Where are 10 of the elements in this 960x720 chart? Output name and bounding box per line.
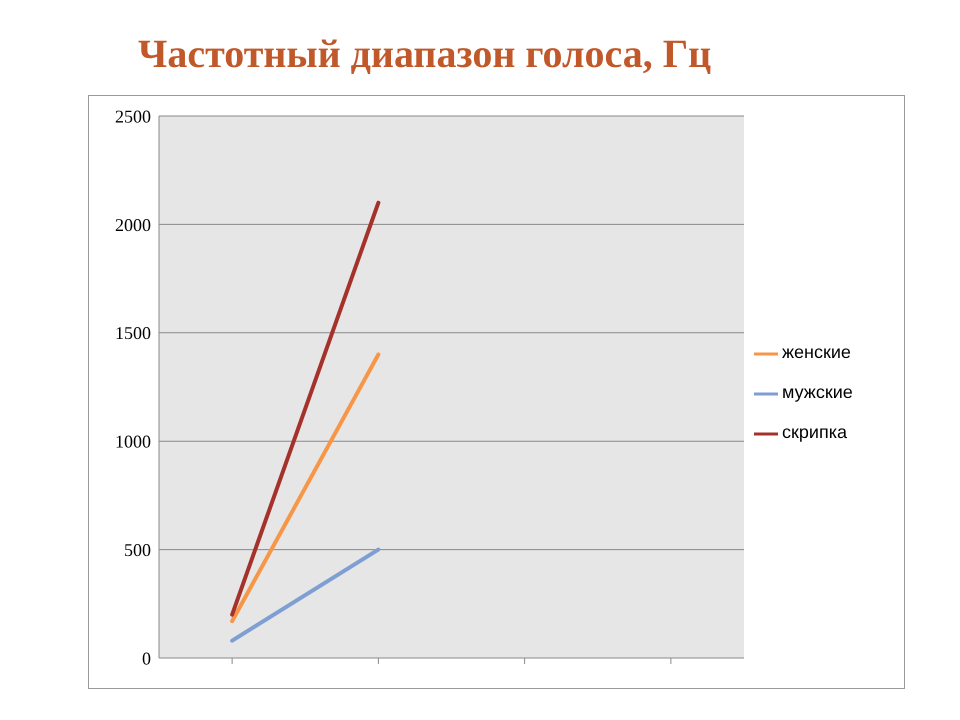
legend-label: мужские bbox=[782, 382, 853, 402]
chart-title: Частотный диапазон голоса, Гц bbox=[138, 30, 712, 77]
y-tick-label: 2000 bbox=[115, 214, 151, 235]
y-tick-label: 2500 bbox=[115, 106, 151, 126]
y-tick-label: 500 bbox=[124, 540, 151, 560]
y-tick-label: 1000 bbox=[115, 432, 151, 452]
y-tick-label: 0 bbox=[142, 648, 151, 668]
y-tick-label: 1500 bbox=[115, 323, 151, 344]
legend-label: женские bbox=[782, 342, 851, 362]
legend-label: скрипка bbox=[782, 422, 847, 442]
